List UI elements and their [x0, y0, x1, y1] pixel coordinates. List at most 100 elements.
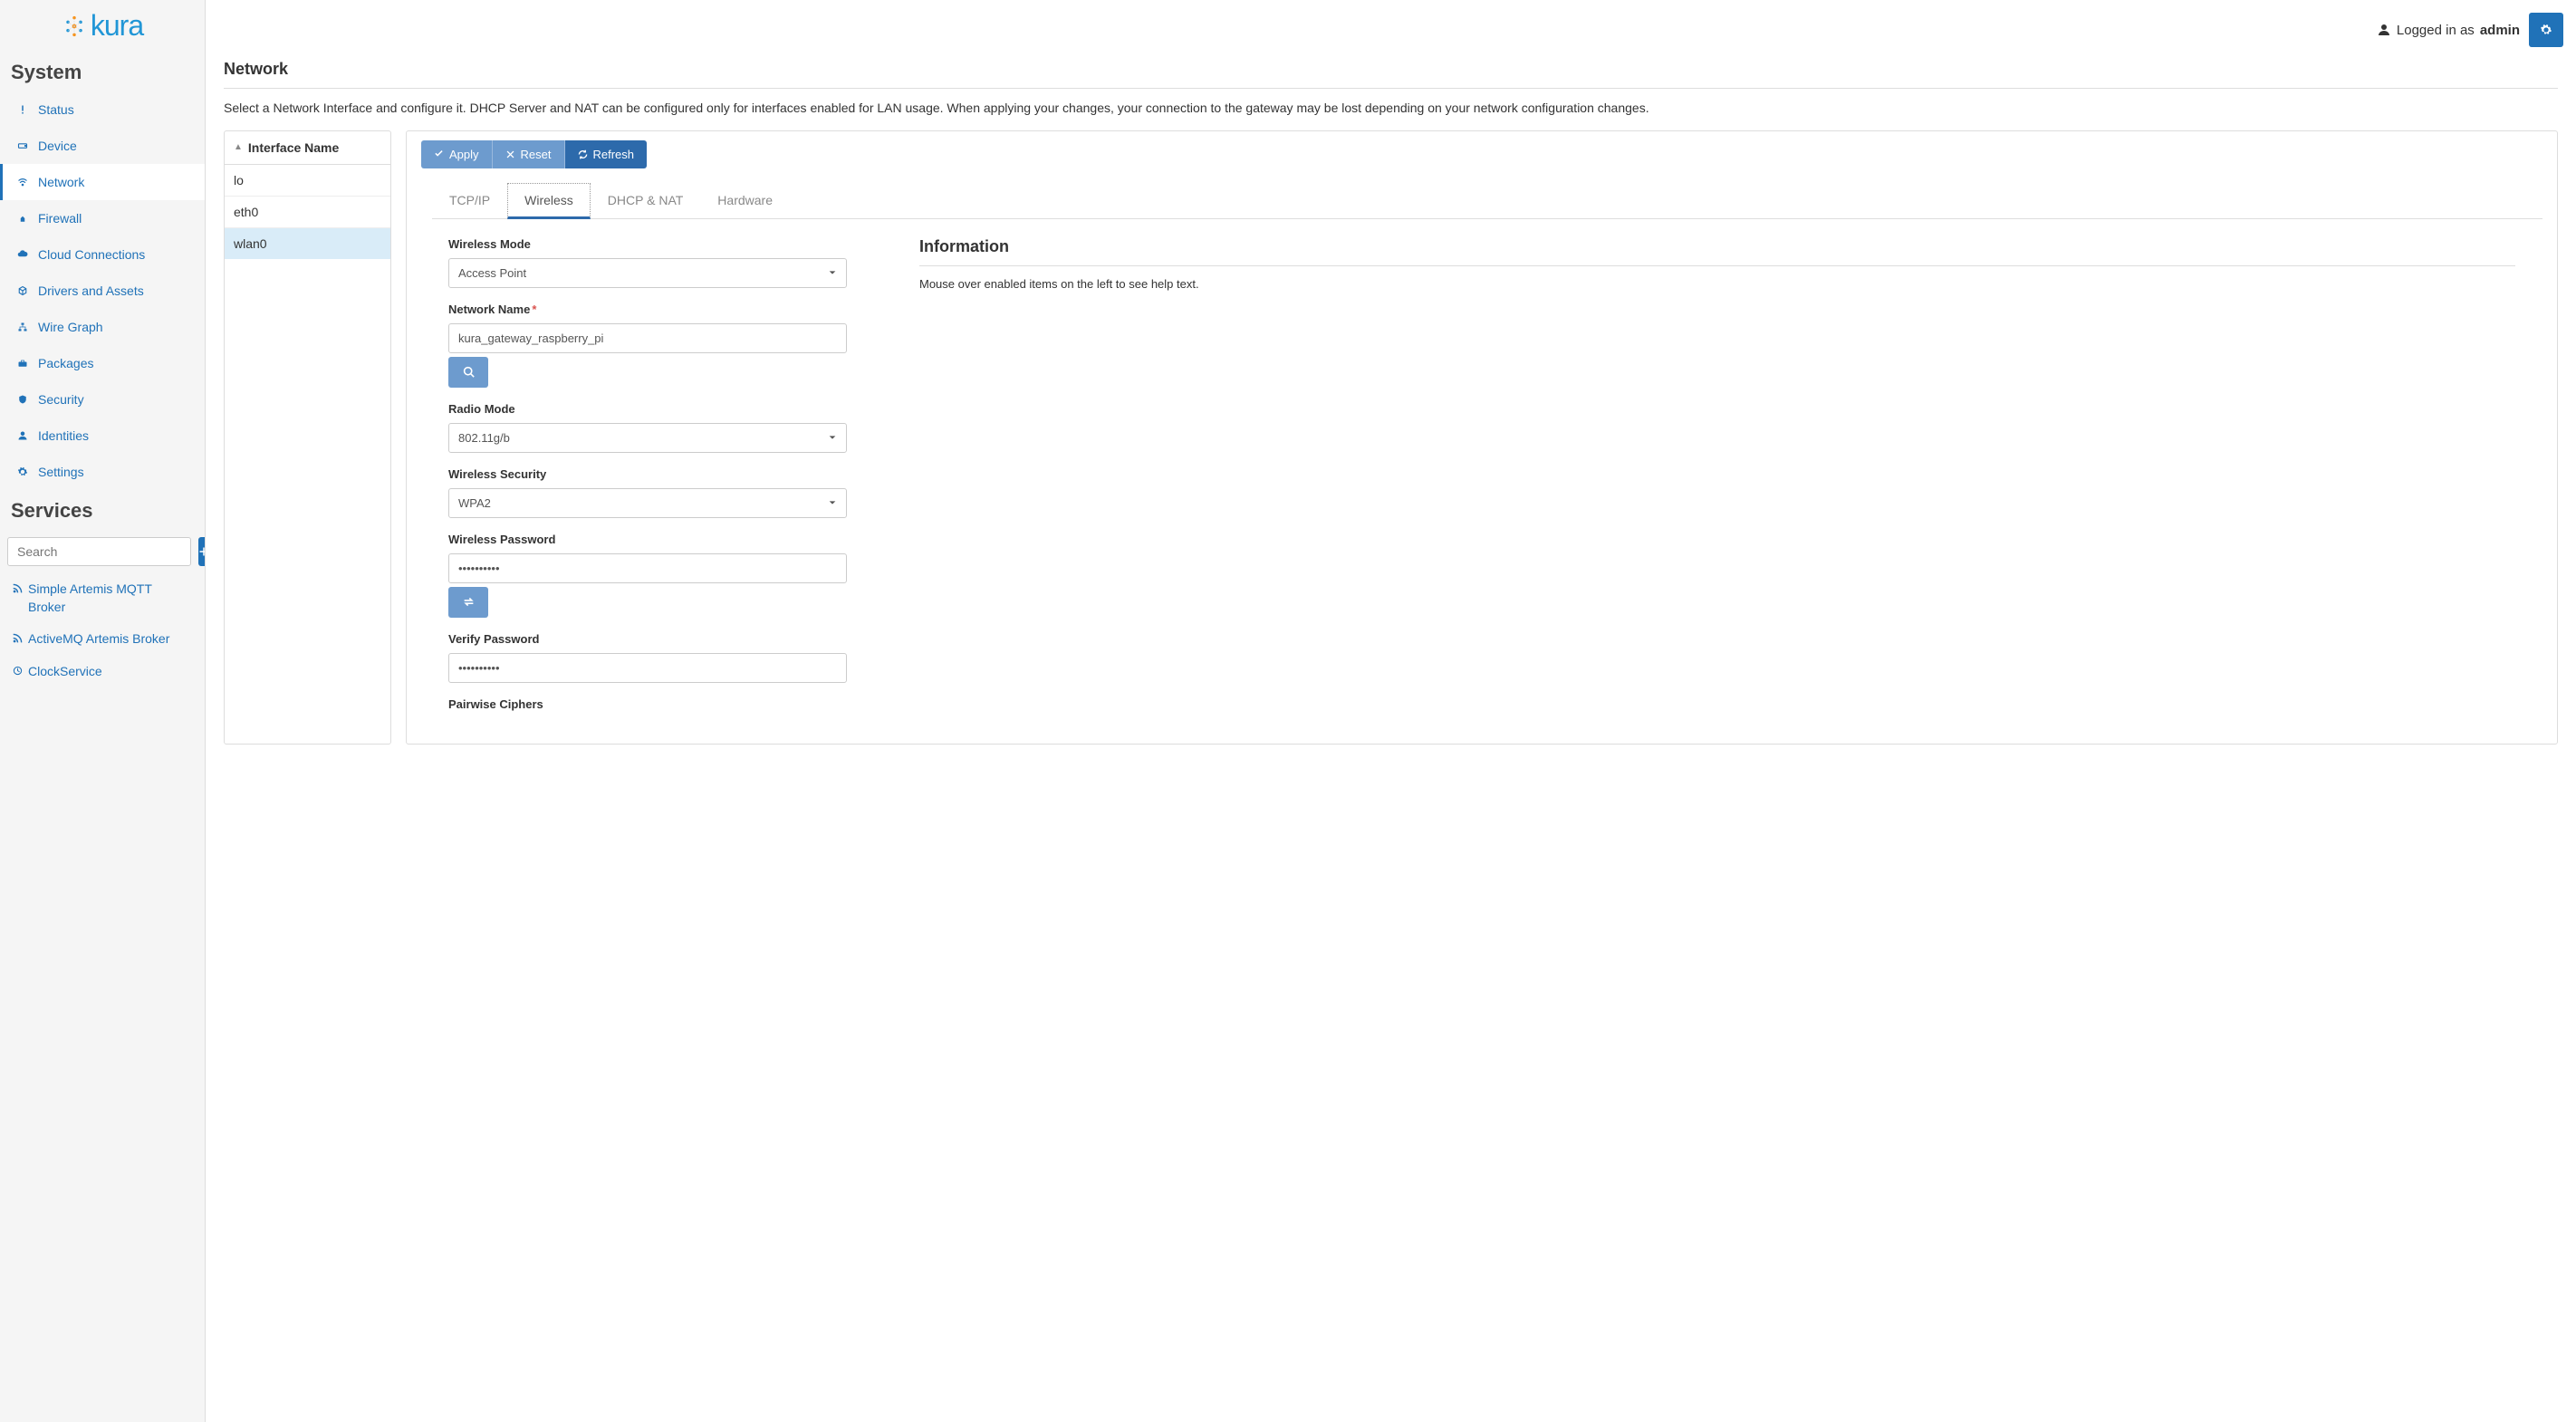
radio-mode-select[interactable]: 802.11g/b	[448, 423, 847, 453]
apply-label: Apply	[449, 148, 479, 161]
service-label: ClockService	[28, 663, 102, 681]
topbar: Logged in as admin	[206, 0, 2576, 60]
action-toolbar: Apply Reset Refresh	[421, 140, 2542, 168]
sidebar-item-label: Cloud Connections	[38, 247, 145, 262]
apply-button[interactable]: Apply	[421, 140, 493, 168]
system-header: System	[0, 52, 205, 91]
sidebar-item-label: Firewall	[38, 211, 82, 226]
interface-header-label: Interface Name	[248, 140, 339, 155]
verify-password-input[interactable]	[448, 653, 847, 683]
shield-icon	[16, 393, 29, 406]
service-item-simple-artemis[interactable]: Simple Artemis MQTT Broker	[0, 573, 205, 623]
refresh-icon	[578, 149, 588, 159]
toggle-password-button[interactable]	[448, 587, 488, 618]
interface-header[interactable]: ▲ Interface Name	[225, 131, 390, 165]
sidebar-item-label: Identities	[38, 428, 89, 443]
tab-wireless[interactable]: Wireless	[507, 183, 591, 219]
system-nav: Status Device Network Firewall Cloud Con…	[0, 91, 205, 490]
page-title: Network	[224, 60, 2558, 89]
wireless-password-input[interactable]	[448, 553, 847, 583]
sidebar-item-device[interactable]: Device	[0, 128, 205, 164]
field-radio-mode: Radio Mode 802.11g/b	[448, 402, 847, 453]
plus-icon	[198, 546, 206, 557]
sidebar-item-status[interactable]: Status	[0, 91, 205, 128]
fire-icon	[16, 212, 29, 225]
topbar-settings-button[interactable]	[2529, 13, 2563, 47]
tab-tcpip[interactable]: TCP/IP	[432, 183, 507, 219]
tabs: TCP/IP Wireless DHCP & NAT Hardware	[432, 183, 2542, 219]
close-icon	[505, 149, 515, 159]
sidebar-item-network[interactable]: Network	[0, 164, 205, 200]
verify-password-label: Verify Password	[448, 632, 847, 646]
network-name-label: Network Name*	[448, 303, 847, 316]
config-panel: Apply Reset Refresh TCP/IP Wireless DHCP…	[406, 130, 2558, 745]
sidebar-item-settings[interactable]: Settings	[0, 454, 205, 490]
field-pairwise-ciphers: Pairwise Ciphers	[448, 697, 847, 711]
sidebar-item-cloud[interactable]: Cloud Connections	[0, 236, 205, 273]
refresh-button[interactable]: Refresh	[565, 140, 648, 168]
logo-area: kura	[0, 0, 205, 52]
toolbox-icon	[16, 357, 29, 370]
sidebar-item-drivers[interactable]: Drivers and Assets	[0, 273, 205, 309]
sidebar-item-packages[interactable]: Packages	[0, 345, 205, 381]
reset-label: Reset	[521, 148, 552, 161]
username: admin	[2480, 23, 2520, 38]
search-input[interactable]	[7, 537, 191, 566]
interface-row-lo[interactable]: lo	[225, 165, 390, 197]
scan-network-button[interactable]	[448, 357, 488, 388]
sidebar-item-label: Settings	[38, 465, 84, 479]
search-icon	[463, 366, 475, 378]
logo: kura	[62, 9, 143, 43]
form-area: Wireless Mode Access Point Network Name*	[421, 237, 2542, 725]
service-label: ActiveMQ Artemis Broker	[28, 630, 169, 649]
interface-row-eth0[interactable]: eth0	[225, 197, 390, 228]
main-content: Logged in as admin Network Select a Netw…	[206, 0, 2576, 1422]
wireless-mode-label: Wireless Mode	[448, 237, 847, 251]
field-wireless-security: Wireless Security WPA2	[448, 467, 847, 518]
user-icon	[16, 429, 29, 442]
service-item-clock[interactable]: ClockService	[0, 656, 205, 688]
gear-icon	[2540, 24, 2552, 36]
clock-icon	[13, 663, 23, 681]
logo-text: kura	[91, 9, 143, 43]
cloud-icon	[16, 248, 29, 261]
sidebar-item-label: Network	[38, 175, 84, 189]
sidebar-item-firewall[interactable]: Firewall	[0, 200, 205, 236]
wireless-password-label: Wireless Password	[448, 533, 847, 546]
field-verify-password: Verify Password	[448, 632, 847, 683]
kura-logo-icon	[62, 14, 87, 39]
sidebar: kura System Status Device Network Firewa…	[0, 0, 206, 1422]
wireless-mode-select[interactable]: Access Point	[448, 258, 847, 288]
tab-hardware[interactable]: Hardware	[700, 183, 790, 219]
reset-button[interactable]: Reset	[493, 140, 565, 168]
wireless-security-select[interactable]: WPA2	[448, 488, 847, 518]
info-title: Information	[919, 237, 2515, 266]
exclamation-icon	[16, 103, 29, 116]
sidebar-item-label: Device	[38, 139, 77, 153]
page-description: Select a Network Interface and configure…	[224, 100, 2558, 118]
rss-icon	[13, 581, 23, 599]
network-name-input[interactable]	[448, 323, 847, 353]
rss-icon	[13, 630, 23, 649]
info-text: Mouse over enabled items on the left to …	[919, 277, 2515, 291]
sidebar-item-identities[interactable]: Identities	[0, 418, 205, 454]
hdd-icon	[16, 139, 29, 152]
add-service-button[interactable]	[198, 537, 206, 566]
refresh-label: Refresh	[593, 148, 635, 161]
tab-dhcp[interactable]: DHCP & NAT	[591, 183, 701, 219]
field-wireless-password: Wireless Password	[448, 533, 847, 618]
pairwise-ciphers-label: Pairwise Ciphers	[448, 697, 847, 711]
sidebar-item-wiregraph[interactable]: Wire Graph	[0, 309, 205, 345]
logged-in-label: Logged in as	[2397, 23, 2475, 38]
sidebar-item-label: Packages	[38, 356, 93, 370]
cog-icon	[16, 466, 29, 478]
interface-row-wlan0[interactable]: wlan0	[225, 228, 390, 259]
sidebar-item-label: Wire Graph	[38, 320, 103, 334]
service-label: Simple Artemis MQTT Broker	[28, 581, 192, 616]
service-item-activemq[interactable]: ActiveMQ Artemis Broker	[0, 623, 205, 656]
sidebar-item-label: Drivers and Assets	[38, 283, 144, 298]
sidebar-item-security[interactable]: Security	[0, 381, 205, 418]
content: Network Select a Network Interface and c…	[206, 60, 2576, 763]
form-left: Wireless Mode Access Point Network Name*	[448, 237, 847, 725]
field-wireless-mode: Wireless Mode Access Point	[448, 237, 847, 288]
